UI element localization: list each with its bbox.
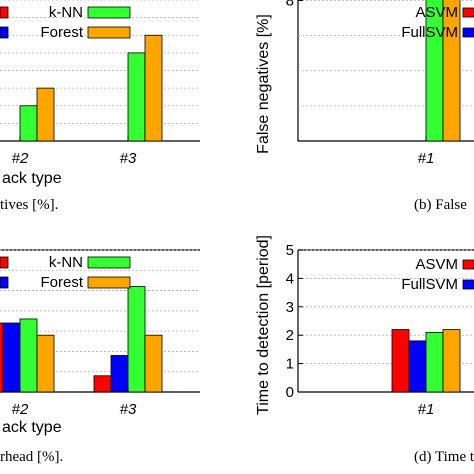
legend-swatch-d <box>462 259 474 270</box>
x-tick-label-a: #2 <box>12 150 29 167</box>
y-tick-label-d: 3 <box>286 299 294 316</box>
legend-label-a: Forest <box>40 24 83 41</box>
bar-b <box>425 0 444 142</box>
legend-swatch-a <box>87 6 131 19</box>
bar-c <box>127 286 146 393</box>
bar-c <box>36 334 55 393</box>
caption-a: tives [%]. <box>0 197 58 213</box>
legend-swatch-c <box>0 256 9 269</box>
legend-swatch-a <box>0 6 9 19</box>
bar-c <box>110 355 129 393</box>
legend-swatch-d <box>462 279 474 290</box>
legend-label-a: k-NN <box>49 4 83 21</box>
caption-c: rhead [%]. <box>0 449 63 465</box>
bar-c <box>93 375 112 393</box>
y-axis-label-d: Time to detection [period] <box>255 235 272 415</box>
y-tick-label-d: 5 <box>286 242 294 259</box>
y-axis-label-b: False negatives [%] <box>255 14 272 154</box>
legend-swatch-c <box>0 276 9 289</box>
bar-a <box>144 34 163 142</box>
bar-c <box>19 318 38 393</box>
bar-d <box>408 340 427 393</box>
bar-c <box>2 322 21 393</box>
caption-b: (b) False <box>414 197 467 213</box>
x-tick-label-c: #2 <box>12 401 29 418</box>
bar-a <box>36 87 55 142</box>
legend-swatch-b <box>462 27 474 38</box>
bar-d <box>442 329 461 393</box>
legend-label-b: FullSVM <box>401 24 458 41</box>
x-axis-label-c: ack type <box>2 419 62 436</box>
legend-label-d: ASVM <box>415 256 458 273</box>
x-axis-label-a: ack type <box>2 170 62 187</box>
bar-a <box>127 52 146 142</box>
bar-d <box>425 331 444 393</box>
x-tick-label-d: #1 <box>418 401 435 418</box>
bar-d <box>391 329 410 393</box>
legend-swatch-b <box>462 7 474 18</box>
legend-label-b: ASVM <box>415 4 458 21</box>
legend-label-d: FullSVM <box>401 276 458 293</box>
legend-label-c: Forest <box>40 274 83 291</box>
legend-swatch-c <box>87 276 131 289</box>
y-tick-label-b: 8 <box>286 0 294 10</box>
x-tick-label-c: #3 <box>120 401 137 418</box>
legend-swatch-c <box>87 256 131 269</box>
x-tick-label-b: #1 <box>418 150 435 167</box>
y-tick-label-d: 0 <box>286 384 294 401</box>
legend-swatch-a <box>0 26 9 39</box>
bar-b <box>442 0 461 142</box>
bar-a <box>19 105 38 142</box>
bar-c <box>144 334 163 393</box>
bar-c <box>0 322 4 393</box>
caption-d: (d) Time to <box>414 449 474 465</box>
y-tick-label-d: 4 <box>286 270 294 287</box>
legend-label-c: k-NN <box>49 254 83 271</box>
y-tick-label-d: 2 <box>286 327 294 344</box>
x-tick-label-a: #3 <box>120 150 137 167</box>
y-tick-label-d: 1 <box>286 356 294 373</box>
legend-swatch-a <box>87 26 131 39</box>
